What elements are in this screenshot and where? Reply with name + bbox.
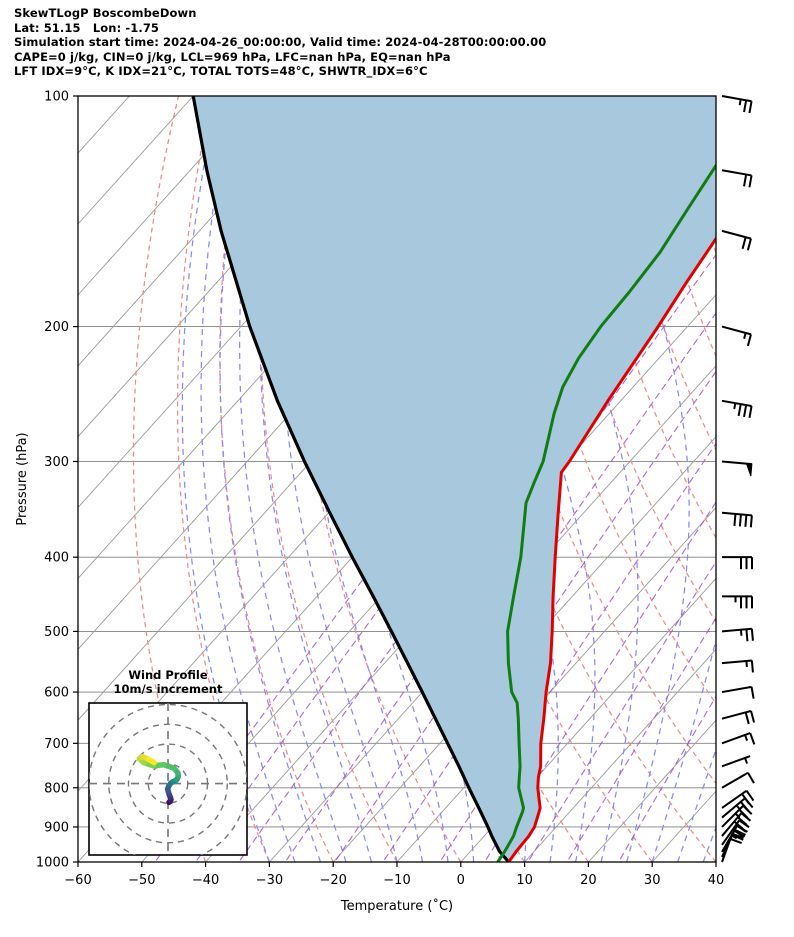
y-tick-label: 300 [44, 455, 69, 470]
header-cape-line: CAPE=0 j/kg, CIN=0 j/kg, LCL=969 hPa, LF… [14, 49, 451, 64]
x-tick-label: 20 [580, 873, 597, 888]
temperature-profile-curve [507, 236, 716, 862]
moist-adiabat-line [454, 96, 559, 862]
hodograph-title: Wind Profile [128, 668, 208, 682]
x-tick-label: 30 [644, 873, 661, 888]
wind-barb [721, 732, 756, 745]
header-block: SkewTLogP BoscombeDown Lat: 51.15 Lon: -… [14, 6, 784, 79]
mixing-ratio-line [382, 370, 716, 862]
isotherm-line [269, 365, 716, 862]
wind-barb-column [721, 95, 756, 863]
x-tick-label: 40 [708, 873, 725, 888]
wind-barb [722, 595, 753, 609]
isotherm-line [780, 96, 794, 862]
x-tick-label: −40 [192, 873, 219, 888]
dewpoint-profile-curve [496, 162, 716, 862]
y-tick-label: 200 [44, 320, 69, 335]
data-curves [191, 96, 716, 862]
isotherm-line [460, 577, 716, 862]
wind-barb [721, 229, 752, 251]
dry-adiabat-line [259, 96, 398, 862]
isotherm-line [715, 861, 716, 862]
moist-adiabat-line [181, 96, 270, 862]
moist-adiabat-line [616, 96, 690, 862]
x-axis: −60 −50 −40 −30 −20 −10 0 10 20 30 40 Temperature (… [64, 862, 724, 914]
mixing-ratio-line [527, 560, 716, 862]
moist-adiabat-line [729, 96, 794, 862]
header-times: Simulation start time: 2024-04-26_00:00:… [14, 35, 547, 50]
cape-shaded-region [193, 96, 716, 862]
dry-adiabat-line [741, 96, 794, 862]
isotherm-line [78, 96, 258, 296]
header-indices-line: LFT IDX=9°C, K IDX=21°C, TOTAL TOTS=48°C… [14, 64, 428, 79]
dry-adiabat-line [607, 96, 716, 452]
isotherm-line [78, 96, 322, 367]
wind-barb [721, 627, 754, 642]
x-tick-label: 0 [457, 873, 465, 888]
wind-barb [722, 556, 753, 570]
wind-barb [721, 325, 752, 347]
wind-barb [721, 771, 755, 789]
hodograph-trace-segment [145, 756, 157, 766]
hodograph-subtitle: 10m/s increment [114, 682, 223, 696]
isotherm-line [524, 648, 716, 862]
moist-adiabat-line [219, 96, 321, 862]
moist-adiabat-line [200, 96, 296, 862]
wind-barb [721, 169, 753, 188]
x-tick-label: −30 [256, 873, 283, 888]
y-tick-label: 500 [44, 625, 69, 640]
x-tick-label: −10 [383, 873, 410, 888]
wind-barb [721, 755, 751, 768]
x-tick-label: −20 [319, 873, 346, 888]
header-title: SkewTLogP BoscombeDown [14, 6, 197, 20]
y-tick-label: 900 [44, 820, 69, 835]
moist-adiabat-line [259, 96, 373, 862]
moist-adiabat-line [651, 96, 716, 862]
wind-barb [721, 789, 755, 809]
y-tick-label: 800 [44, 781, 69, 796]
wind-barb [721, 399, 753, 419]
dry-adiabat-line [706, 96, 716, 135]
x-axis-title: Temperature (˚C) [340, 898, 453, 914]
header-latlon: Lat: 51.15 Lon: -1.75 [14, 20, 160, 35]
moist-adiabat-line [702, 825, 716, 862]
y-tick-label: 400 [44, 551, 69, 566]
mixing-ratio-line [566, 617, 716, 862]
dry-adiabat-line [774, 96, 794, 862]
y-tick-label: 1000 [36, 856, 69, 871]
x-tick-label: 10 [516, 873, 533, 888]
moist-adiabat-line [677, 747, 716, 862]
wind-barb [721, 511, 753, 528]
wind-barb [721, 460, 753, 477]
y-axis-title: Pressure (hPa) [15, 432, 30, 525]
mixing-ratio-line [483, 501, 716, 862]
parcel-profile-curve [191, 96, 510, 862]
wind-barb [721, 709, 756, 725]
y-axis: 100 200 300 400 500 600 700 800 900 1000 Pressure … [15, 90, 78, 871]
y-tick-label: 100 [44, 90, 69, 105]
moist-adiabat-line [238, 96, 347, 862]
y-tick-label: 700 [44, 737, 69, 752]
y-tick-label: 600 [44, 686, 69, 701]
wind-barb [721, 95, 753, 114]
wind-barb [721, 659, 754, 673]
wind-barb [721, 685, 755, 699]
isotherm-line [588, 719, 716, 862]
x-tick-label: −50 [128, 873, 155, 888]
moist-adiabat-line [497, 96, 596, 862]
x-tick-label: −60 [64, 873, 91, 888]
